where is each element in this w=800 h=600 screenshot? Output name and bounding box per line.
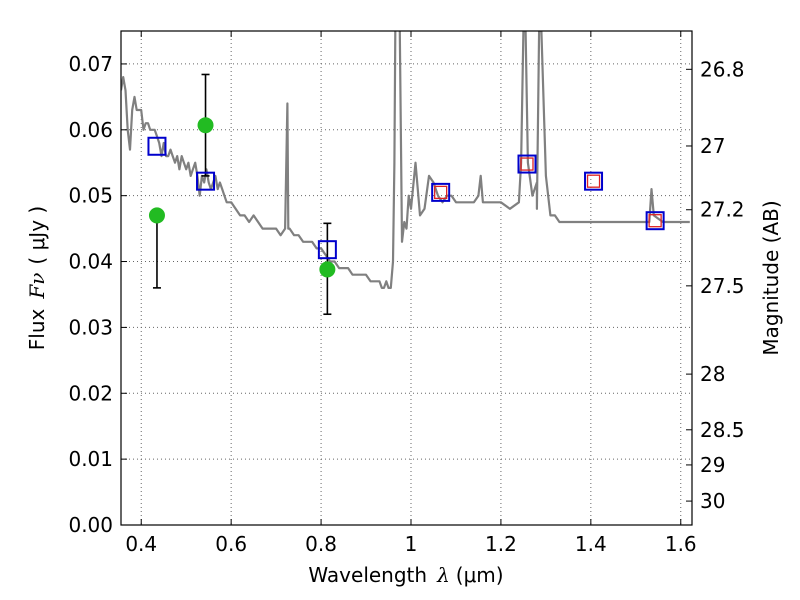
x-tick-label: 0.6 — [215, 532, 247, 556]
model-flux-marker — [584, 171, 604, 191]
y-tick-label: 0.04 — [68, 250, 113, 274]
model-flux-marker — [317, 240, 337, 260]
x-tick-label: 1.4 — [575, 532, 607, 556]
y-axis-label: FluxFν( μJy ) — [25, 206, 49, 350]
y-tick-label: 0.03 — [68, 315, 113, 339]
x-tick-label: 0.8 — [305, 532, 337, 556]
y-tick-label: 0.02 — [68, 381, 113, 405]
y2-axis-label: Magnitude (AB) — [759, 200, 783, 355]
markers — [147, 117, 665, 278]
mag-tick-label: 27.2 — [700, 198, 745, 222]
mag-tick-label: 30 — [700, 489, 725, 513]
predicted-flux-marker — [648, 214, 662, 228]
x-tick-label: 0.4 — [125, 532, 157, 556]
predicted-flux-marker — [434, 185, 448, 200]
predicted-flux-marker — [520, 157, 534, 171]
x-tick-label: 1 — [405, 532, 418, 556]
mag-tick-label: 26.8 — [700, 57, 745, 81]
y-tick-label: 0.00 — [68, 513, 113, 537]
mag-tick-label: 28.5 — [700, 418, 745, 442]
plot-area — [121, 31, 690, 289]
observed-flux-marker — [148, 207, 165, 224]
y-tick-label: 0.01 — [68, 447, 113, 471]
observed-flux-marker — [197, 117, 214, 134]
spectrum-line — [121, 31, 690, 289]
observed-flux-marker — [319, 261, 336, 278]
mag-tick-label: 29 — [700, 453, 725, 477]
model-flux-marker — [645, 211, 665, 231]
model-flux-marker — [431, 182, 451, 202]
y-tick-label: 0.05 — [68, 184, 113, 208]
ticks: 0.4 0.6 0.8 1 1.2 1.4 1.6 0.00 0.01 0.02 0.03 0.04 0… — [68, 31, 745, 556]
mag-tick-label: 28 — [700, 362, 725, 386]
model-flux-marker — [517, 154, 537, 174]
x-axis-label: Wavelength λ (μm) — [308, 563, 503, 587]
predicted-flux-marker — [586, 174, 601, 188]
y-tick-label: 0.06 — [68, 118, 113, 142]
model-flux-marker — [196, 171, 216, 191]
error-bars — [152, 73, 332, 316]
x-tick-label: 1.2 — [485, 532, 517, 556]
mag-tick-label: 27 — [700, 134, 725, 158]
y-tick-label: 0.07 — [68, 52, 113, 76]
mag-tick-label: 27.5 — [700, 274, 745, 298]
model-flux-marker — [147, 136, 167, 156]
plot-frame — [120, 30, 693, 526]
x-tick-label: 1.6 — [665, 532, 697, 556]
